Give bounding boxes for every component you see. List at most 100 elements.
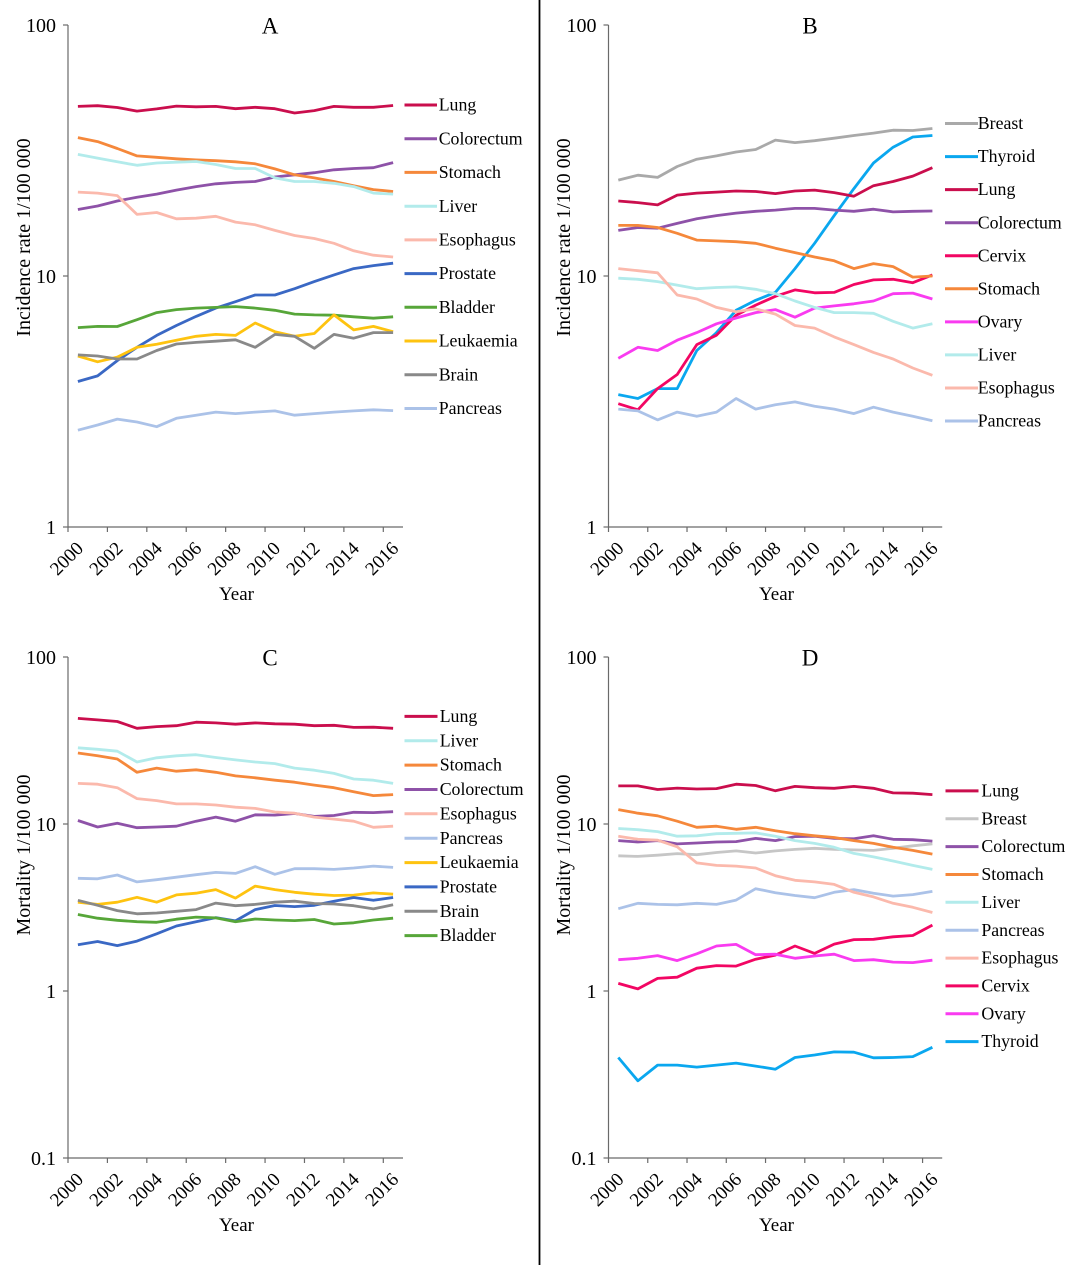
svg-text:2010: 2010 bbox=[783, 538, 825, 580]
svg-text:Incidence rate 1/100 000: Incidence rate 1/100 000 bbox=[553, 138, 575, 336]
svg-text:Colorectum: Colorectum bbox=[439, 128, 523, 148]
svg-text:2006: 2006 bbox=[704, 538, 746, 580]
svg-text:Lung: Lung bbox=[981, 781, 1019, 801]
svg-text:2006: 2006 bbox=[704, 1169, 746, 1211]
svg-text:2008: 2008 bbox=[744, 538, 786, 580]
svg-text:2012: 2012 bbox=[283, 538, 325, 580]
svg-text:Prostate: Prostate bbox=[440, 877, 497, 897]
svg-text:2012: 2012 bbox=[822, 1169, 864, 1211]
svg-text:2006: 2006 bbox=[164, 538, 206, 580]
svg-text:Pancreas: Pancreas bbox=[981, 920, 1044, 940]
svg-text:Liver: Liver bbox=[439, 196, 478, 216]
svg-text:Bladder: Bladder bbox=[439, 297, 495, 317]
svg-text:Year: Year bbox=[219, 1215, 255, 1236]
svg-text:Leukaemia: Leukaemia bbox=[440, 852, 519, 872]
svg-text:1: 1 bbox=[46, 517, 56, 539]
svg-text:Pancreas: Pancreas bbox=[978, 411, 1041, 431]
svg-text:1: 1 bbox=[587, 981, 597, 1003]
svg-text:Prostate: Prostate bbox=[439, 263, 496, 283]
svg-text:Esophagus: Esophagus bbox=[439, 230, 516, 250]
svg-text:Breast: Breast bbox=[978, 113, 1023, 133]
svg-text:2010: 2010 bbox=[243, 538, 285, 580]
svg-text:100: 100 bbox=[567, 647, 597, 669]
svg-text:2008: 2008 bbox=[744, 1169, 786, 1211]
svg-text:Colorectum: Colorectum bbox=[981, 836, 1065, 856]
svg-text:Lung: Lung bbox=[439, 95, 477, 115]
svg-text:Colorectum: Colorectum bbox=[440, 779, 524, 799]
svg-text:2010: 2010 bbox=[783, 1169, 825, 1211]
svg-text:2000: 2000 bbox=[46, 1169, 88, 1211]
svg-text:2006: 2006 bbox=[164, 1169, 206, 1211]
svg-text:Thyroid: Thyroid bbox=[981, 1031, 1038, 1051]
svg-text:Esophagus: Esophagus bbox=[440, 803, 517, 823]
svg-text:2000: 2000 bbox=[46, 538, 88, 580]
svg-text:2008: 2008 bbox=[204, 538, 246, 580]
svg-text:10: 10 bbox=[577, 266, 597, 288]
svg-text:2014: 2014 bbox=[861, 538, 903, 580]
svg-text:Stomach: Stomach bbox=[981, 864, 1043, 884]
svg-text:Brain: Brain bbox=[440, 901, 480, 921]
svg-text:Colorectum: Colorectum bbox=[978, 212, 1062, 232]
svg-text:Liver: Liver bbox=[978, 345, 1017, 365]
svg-text:Liver: Liver bbox=[440, 730, 479, 750]
svg-text:Esophagus: Esophagus bbox=[978, 378, 1055, 398]
svg-text:0.1: 0.1 bbox=[572, 1148, 597, 1170]
svg-text:A: A bbox=[262, 13, 279, 38]
svg-text:Pancreas: Pancreas bbox=[440, 828, 503, 848]
svg-text:100: 100 bbox=[26, 15, 56, 37]
svg-text:2002: 2002 bbox=[86, 538, 128, 580]
svg-text:0.1: 0.1 bbox=[31, 1148, 56, 1170]
svg-text:B: B bbox=[802, 13, 817, 38]
svg-text:10: 10 bbox=[577, 814, 597, 836]
svg-text:D: D bbox=[802, 645, 819, 670]
svg-text:2002: 2002 bbox=[626, 538, 668, 580]
svg-text:Esophagus: Esophagus bbox=[981, 948, 1058, 968]
svg-text:2004: 2004 bbox=[665, 1169, 707, 1211]
svg-text:Cervix: Cervix bbox=[981, 976, 1030, 996]
svg-text:Year: Year bbox=[759, 1215, 795, 1236]
svg-text:2004: 2004 bbox=[125, 1169, 167, 1211]
svg-text:Brain: Brain bbox=[439, 364, 479, 384]
svg-text:2014: 2014 bbox=[322, 1169, 364, 1211]
svg-text:100: 100 bbox=[567, 15, 597, 37]
svg-text:Incidence rate 1/100 000: Incidence rate 1/100 000 bbox=[13, 138, 35, 336]
svg-text:2000: 2000 bbox=[587, 1169, 629, 1211]
svg-text:Stomach: Stomach bbox=[439, 162, 501, 182]
svg-text:2016: 2016 bbox=[361, 538, 403, 580]
svg-text:Cervix: Cervix bbox=[978, 245, 1027, 265]
svg-text:2016: 2016 bbox=[361, 1169, 403, 1211]
svg-text:2000: 2000 bbox=[587, 538, 629, 580]
svg-text:Thyroid: Thyroid bbox=[978, 146, 1035, 166]
svg-text:2012: 2012 bbox=[822, 538, 864, 580]
svg-text:100: 100 bbox=[26, 647, 56, 669]
svg-text:Year: Year bbox=[759, 584, 795, 605]
svg-text:2010: 2010 bbox=[243, 1169, 285, 1211]
svg-text:2016: 2016 bbox=[901, 538, 943, 580]
svg-text:Year: Year bbox=[219, 584, 255, 605]
svg-text:Bladder: Bladder bbox=[440, 925, 496, 945]
svg-text:Mortality 1/100 000: Mortality 1/100 000 bbox=[553, 774, 575, 935]
svg-text:2016: 2016 bbox=[901, 1169, 943, 1211]
svg-text:2004: 2004 bbox=[125, 538, 167, 580]
svg-text:2014: 2014 bbox=[322, 538, 364, 580]
svg-text:10: 10 bbox=[36, 814, 56, 836]
svg-text:2004: 2004 bbox=[665, 538, 707, 580]
svg-text:Ovary: Ovary bbox=[978, 312, 1023, 332]
svg-text:Stomach: Stomach bbox=[440, 755, 502, 775]
svg-text:Lung: Lung bbox=[978, 179, 1016, 199]
svg-text:1: 1 bbox=[46, 981, 56, 1003]
svg-text:2002: 2002 bbox=[626, 1169, 668, 1211]
svg-text:C: C bbox=[262, 645, 277, 670]
svg-text:Lung: Lung bbox=[440, 706, 478, 726]
svg-text:Breast: Breast bbox=[981, 808, 1026, 828]
svg-text:2008: 2008 bbox=[204, 1169, 246, 1211]
svg-text:1: 1 bbox=[587, 517, 597, 539]
svg-text:Leukaemia: Leukaemia bbox=[439, 331, 518, 351]
svg-text:10: 10 bbox=[36, 266, 56, 288]
svg-text:Ovary: Ovary bbox=[981, 1003, 1026, 1023]
svg-text:2014: 2014 bbox=[861, 1169, 903, 1211]
svg-text:Pancreas: Pancreas bbox=[439, 398, 502, 418]
svg-text:2002: 2002 bbox=[86, 1169, 128, 1211]
svg-text:Liver: Liver bbox=[981, 892, 1020, 912]
svg-text:2012: 2012 bbox=[283, 1169, 325, 1211]
